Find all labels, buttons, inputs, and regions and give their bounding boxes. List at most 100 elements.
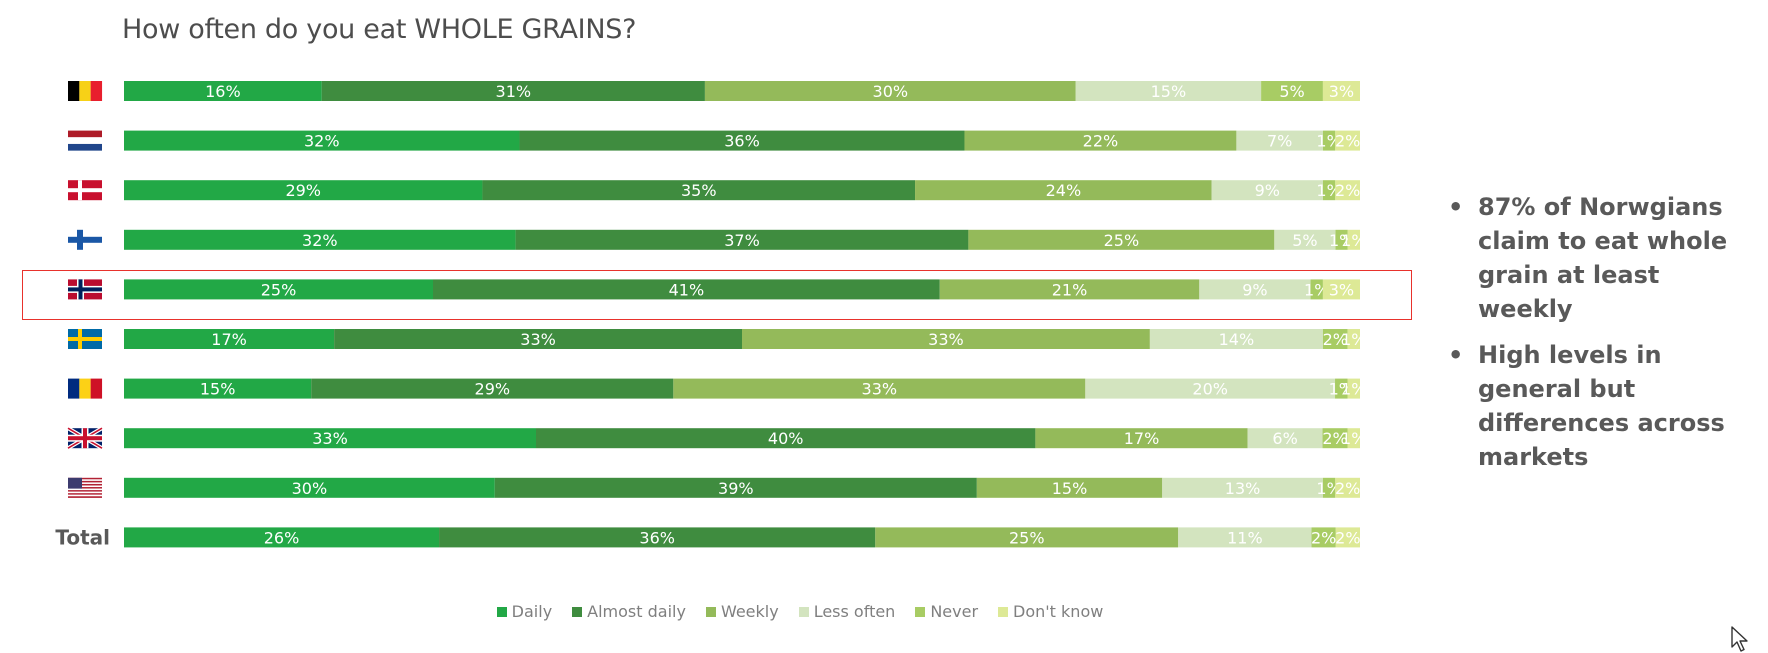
data-label: 9% [1242,280,1267,299]
legend-label: Daily [511,602,553,621]
bar-segment-almost-daily [311,378,674,399]
finland-flag-icon [68,229,102,250]
bar-segment-weekly [915,180,1212,201]
data-label: 32% [302,231,338,250]
sweden-flag-icon [68,329,102,349]
bar-segment-almost-daily [433,279,940,300]
finding-1: 87% of Norwgians claim to eat whole grai… [1448,190,1758,326]
bar-segment-weekly [875,527,1179,548]
data-label: 2% [1335,479,1360,498]
data-label: 25% [1009,528,1045,547]
data-label: 25% [1104,231,1140,250]
data-label: 36% [639,528,675,547]
data-label: 5% [1292,231,1317,250]
data-label: 1% [1341,380,1366,399]
bar-segment-don-t-know [1335,180,1360,201]
legend-swatch [572,606,583,617]
data-label: 6% [1272,429,1297,448]
bar-segment-never [1322,477,1336,498]
bar-segment-less-often [1162,477,1323,498]
bar-segment-daily [124,81,322,101]
data-label: 33% [312,429,348,448]
denmark-flag-icon [68,180,102,201]
data-label: 16% [205,82,241,101]
bar-segment-less-often [1075,81,1262,101]
bar-segment-almost-daily [334,329,742,349]
bar-segment-don-t-know [1347,329,1360,349]
bar-segment-weekly [968,229,1275,250]
bar-segment-daily [124,378,312,399]
data-label: 1% [1341,231,1366,250]
legend-item-weekly: Weekly [705,602,779,621]
bar-segment-almost-daily [494,477,977,498]
mouse-pointer-icon [1731,626,1748,652]
bar-segment-weekly [1035,428,1248,449]
data-label: 1% [1341,330,1366,349]
data-label: 2% [1322,429,1347,448]
bar-segment-never [1261,81,1323,101]
bar-segment-less-often [1085,378,1336,399]
bar-segment-weekly [964,130,1237,151]
bar-segment-almost-daily [482,180,916,201]
bar-segment-less-often [1199,279,1311,300]
bar-segment-daily [124,279,433,300]
chart-legend: Daily Almost daily Weekly Less often Never Do… [0,602,1600,621]
bar-segment-almost-daily [515,229,969,250]
bar-segment-almost-daily [321,81,705,101]
data-label: 33% [928,330,964,349]
bar-segment-daily [124,229,516,250]
data-label: 14% [1219,330,1255,349]
bar-segment-less-often [1149,329,1323,349]
legend-item-don-t-know: Don't know [998,602,1103,621]
row-label-total: Total [55,525,110,549]
bar-segment-daily [124,527,440,548]
data-label: 7% [1267,132,1292,151]
bar-segment-less-often [1274,229,1336,250]
bar-segment-never [1311,527,1336,548]
bar-segment-weekly [704,81,1076,101]
bar-segment-never [1335,378,1348,399]
data-label: 2% [1311,528,1336,547]
bar-segment-never [1310,279,1323,300]
data-label: 1% [1341,429,1366,448]
legend-label: Almost daily [587,602,686,621]
norway-highlight-box [22,270,1412,320]
bar-segment-don-t-know [1347,378,1360,399]
data-label: 21% [1052,280,1088,299]
legend-item-almost-daily: Almost daily [572,602,686,621]
netherlands-flag-icon [68,130,102,151]
bar-segment-weekly [939,279,1200,300]
legend-label: Never [930,602,979,621]
bar-segment-never [1322,180,1336,201]
data-label: 31% [496,82,532,101]
bar-segment-daily [124,130,520,151]
legend-swatch [798,606,809,617]
data-label: 33% [862,380,898,399]
data-label: 2% [1335,181,1360,200]
data-label: 35% [681,181,717,200]
data-label: 29% [475,380,511,399]
bar-segment-don-t-know [1335,130,1360,151]
romania-flag-icon [68,378,103,399]
data-label: 3% [1329,280,1354,299]
legend-label: Don't know [1013,602,1104,621]
bar-segment-almost-daily [439,527,876,548]
bar-segment-never [1335,229,1348,250]
bar-segment-never [1322,428,1348,449]
bar-segment-don-t-know [1347,428,1360,449]
data-label: 15% [1052,479,1088,498]
bar-segment-don-t-know [1335,477,1360,498]
bar-segment-never [1322,329,1348,349]
data-label: 30% [873,82,909,101]
data-label: 15% [1151,82,1187,101]
legend-item-daily: Daily [496,602,553,621]
data-label: 29% [285,181,321,200]
belgium-flag-icon [68,81,103,101]
data-label: 24% [1046,181,1082,200]
data-label: 5% [1279,82,1304,101]
bar-segment-never [1322,130,1336,151]
finding-2: High levels in general but differences a… [1448,338,1758,474]
chart-title: How often do you eat WHOLE GRAINS? [122,14,637,45]
data-label: 2% [1335,528,1360,547]
bar-segment-less-often [1236,130,1323,151]
